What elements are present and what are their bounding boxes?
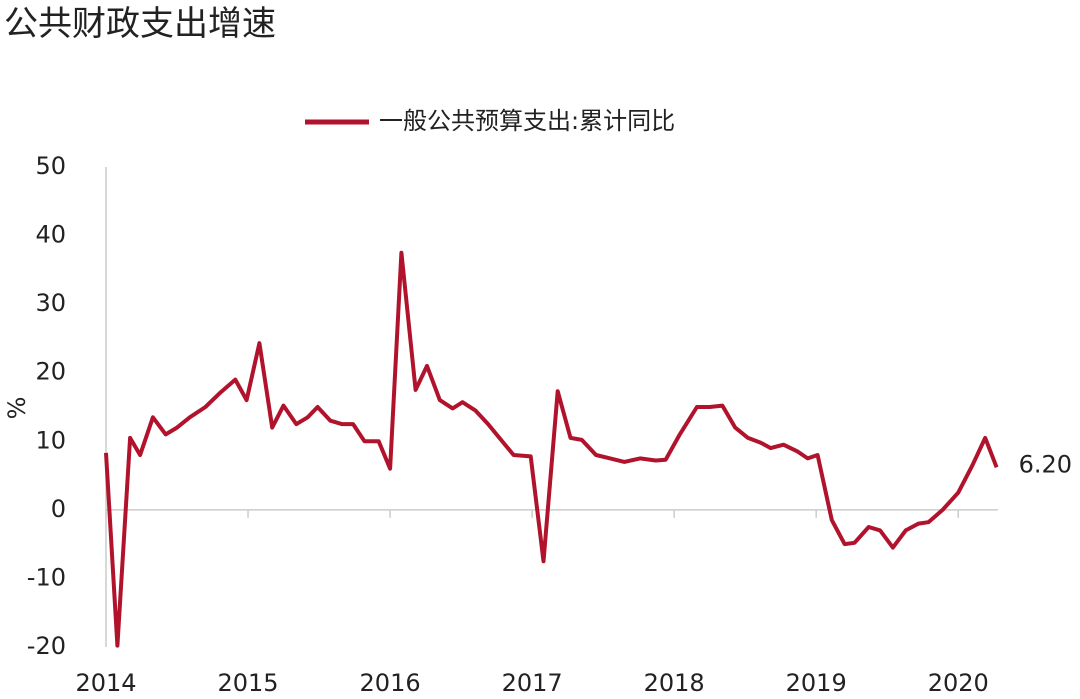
x-tick-label: 2015: [217, 669, 278, 697]
y-tick-label: 50: [35, 152, 66, 180]
x-tick-label: 2019: [786, 669, 847, 697]
y-tick-label: -20: [27, 632, 66, 660]
legend-label: 一般公共预算支出:累计同比: [379, 107, 675, 135]
x-tick-label: 2017: [502, 669, 563, 697]
x-tick-label: 2018: [644, 669, 705, 697]
x-tick-label: 2016: [360, 669, 421, 697]
y-tick-label: 0: [51, 495, 66, 523]
y-tick-label: 40: [35, 221, 66, 249]
y-tick-label: -10: [27, 563, 66, 591]
chart-title: 公共财政支出增速: [4, 4, 276, 44]
value-label: 6.20: [1019, 450, 1072, 478]
y-tick-label: 20: [35, 358, 66, 386]
x-tick-label: 2014: [75, 669, 136, 697]
x-tick-label: 2020: [928, 669, 989, 697]
data-line: [104, 250, 999, 648]
y-tick-label: 10: [35, 426, 66, 454]
y-tick-label: 30: [35, 289, 66, 317]
y-axis-label: %: [3, 397, 31, 420]
